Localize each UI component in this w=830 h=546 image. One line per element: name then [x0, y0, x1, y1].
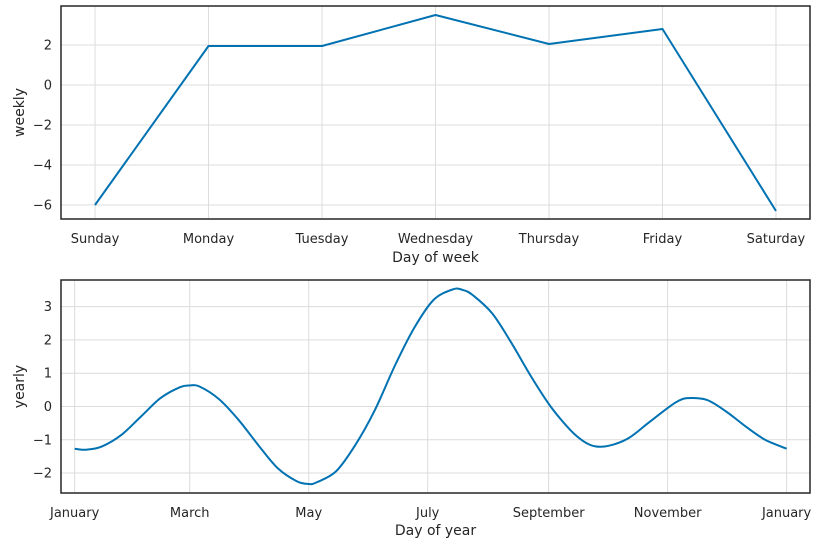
x-tick-label: January: [761, 506, 812, 521]
plot-frame: [60, 5, 811, 220]
x-axis-label: Day of week: [392, 250, 480, 266]
x-tick-label: Thursday: [518, 232, 580, 247]
x-tick-label: July: [415, 506, 440, 521]
x-tick-label: September: [513, 506, 586, 521]
y-tick-label: 2: [44, 333, 52, 348]
y-axis-label: weekly: [12, 88, 28, 137]
y-tick-label: 2: [44, 39, 52, 54]
x-axis-label: Day of year: [395, 523, 477, 539]
x-tick-label: Saturday: [747, 232, 806, 247]
x-tick-label: Friday: [643, 232, 683, 247]
series-line: [94, 14, 777, 212]
y-tick-label: −4: [33, 159, 52, 174]
y-tick-label: 3: [44, 300, 52, 315]
y-axis-label: yearly: [12, 365, 28, 408]
x-tick-label: Sunday: [71, 232, 120, 247]
x-tick-label: May: [295, 506, 322, 521]
x-tick-label: November: [634, 506, 702, 521]
x-tick-label: Tuesday: [295, 232, 349, 247]
x-tick-label: Wednesday: [398, 232, 474, 247]
y-tick-label: −2: [33, 119, 52, 134]
x-tick-label: March: [170, 506, 210, 521]
y-tick-label: 0: [44, 400, 52, 415]
y-tick-label: −1: [33, 433, 52, 448]
y-tick-label: −6: [33, 199, 52, 214]
series-line: [74, 287, 787, 486]
y-tick-label: 0: [44, 79, 52, 94]
x-tick-label: January: [49, 506, 100, 521]
weekly-panel: 2 0 −2 −4 −6 Sunday Monday Tuesday Wednesday Thur…: [12, 5, 811, 266]
x-tick-label: Monday: [183, 232, 235, 247]
plot-frame: [60, 279, 811, 494]
y-tick-label: 1: [44, 367, 52, 382]
y-tick-label: −2: [33, 467, 52, 482]
yearly-panel: 3 2 1 0 −1 −2 January March May July September Nove…: [12, 279, 812, 539]
